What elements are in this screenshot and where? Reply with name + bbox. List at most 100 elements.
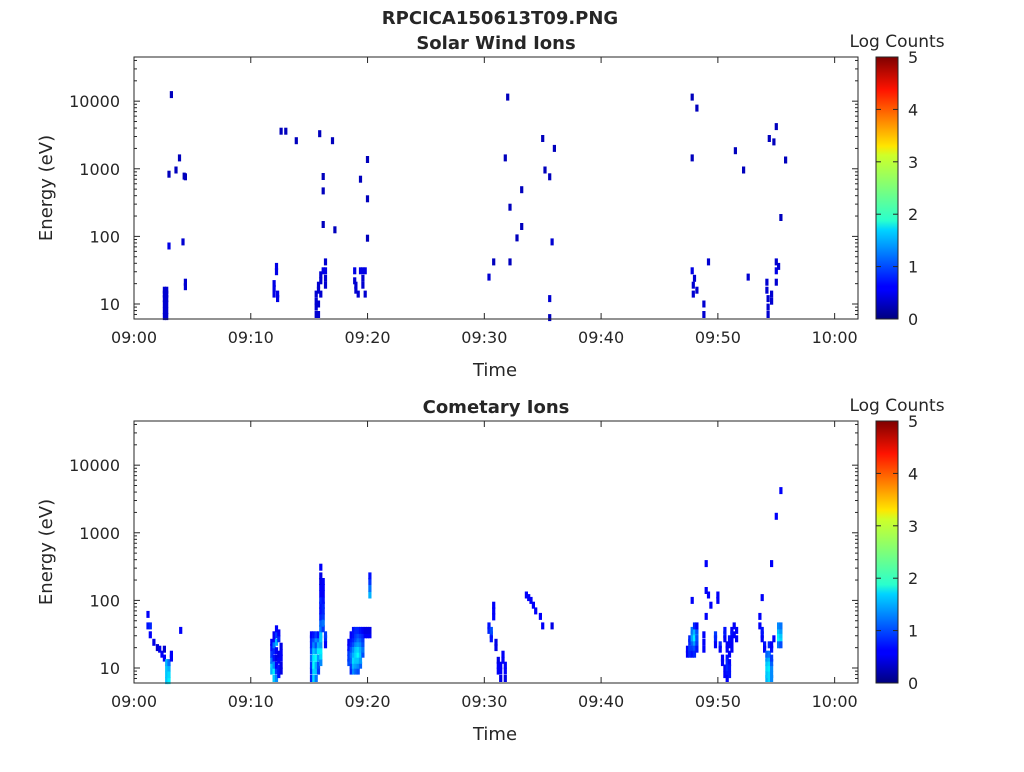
panel2-data-cell bbox=[277, 650, 281, 658]
panel2-data-cell bbox=[165, 677, 169, 685]
panel1-data-cell bbox=[314, 290, 318, 298]
panel2-data-cell bbox=[354, 631, 358, 639]
panel1-data-cell bbox=[162, 290, 166, 298]
panel1-data-cell bbox=[319, 290, 323, 298]
panel2-data-cell bbox=[716, 591, 720, 599]
panel2-data-cell bbox=[270, 661, 274, 669]
panel2-data-cell bbox=[321, 625, 325, 633]
panel2-data-cell bbox=[316, 647, 321, 655]
panel2-data-cell bbox=[270, 638, 274, 646]
panel1-data-cell bbox=[690, 93, 694, 101]
panel2-data-cell bbox=[685, 645, 690, 653]
panel2-data-cell bbox=[770, 664, 774, 672]
panel1-data-cell bbox=[548, 314, 552, 322]
panel2-data-cell bbox=[767, 641, 771, 649]
panel2-data-cell bbox=[730, 635, 734, 643]
panel1-data-cell bbox=[272, 284, 276, 292]
panel1-data-cell bbox=[541, 135, 545, 142]
panel2-data-cell bbox=[162, 645, 166, 653]
panel1-data-cell bbox=[508, 258, 512, 266]
panel2-colorbar-label: Log Counts bbox=[849, 396, 944, 416]
panel2-data-cell bbox=[314, 675, 318, 682]
panel2-data-cell bbox=[356, 640, 360, 647]
panel1-y-axis-label: Energy (eV) bbox=[36, 135, 57, 241]
panel2-data-cell bbox=[692, 641, 697, 649]
panel2-data-cell bbox=[765, 654, 769, 662]
panel2-data-cell bbox=[725, 671, 729, 679]
panel1-y-tick-label: 1000 bbox=[79, 160, 120, 179]
panel2-data-cell bbox=[524, 591, 528, 599]
panel2-data-cell bbox=[361, 631, 365, 639]
panel1-data-cell bbox=[316, 286, 321, 294]
panel2-data-cell bbox=[274, 625, 279, 633]
panel2-data-cell bbox=[316, 631, 321, 639]
panel2-data-cell bbox=[279, 654, 283, 662]
panel2-data-cell bbox=[496, 661, 500, 669]
panel2-data-cell bbox=[723, 635, 727, 643]
panel2-data-cell bbox=[354, 626, 358, 634]
panel1-data-cell bbox=[358, 175, 363, 183]
panel2-data-cell bbox=[309, 635, 314, 643]
panel2-data-cell bbox=[713, 635, 718, 643]
panel2-data-cell bbox=[274, 654, 279, 662]
panel2-data-cell bbox=[279, 667, 283, 675]
panel2-data-cell bbox=[725, 664, 729, 672]
panel1-data-cell bbox=[767, 135, 771, 142]
panel2-data-cell bbox=[702, 638, 706, 646]
panel2-data-cell bbox=[319, 596, 323, 604]
panel2-data-cell bbox=[169, 654, 173, 662]
panel2-data-cell bbox=[725, 659, 729, 667]
panel2-data-cell bbox=[765, 671, 769, 679]
panel1-colorbar-tick-label: 4 bbox=[908, 100, 918, 119]
panel2-data-cell bbox=[316, 661, 321, 669]
panel2-data-cell bbox=[358, 631, 363, 639]
panel2-data-cell bbox=[316, 641, 321, 649]
panel1-x-tick-label: 09:40 bbox=[578, 328, 624, 347]
panel2-data-cell bbox=[770, 654, 774, 662]
panel2-data-cell bbox=[312, 635, 316, 643]
panel2-title: Cometary Ions bbox=[423, 397, 570, 418]
panel2-chart: 09:00 09:10 09:20 09:30 09:40 09:50 10:0010100… bbox=[36, 396, 945, 745]
panel2-data-cell bbox=[319, 590, 323, 598]
panel2-data-cell bbox=[351, 656, 356, 664]
panel2-data-cell bbox=[494, 638, 498, 646]
panel2-data-cell bbox=[309, 667, 314, 675]
panel2-data-cell bbox=[309, 675, 314, 682]
panel2-data-cell bbox=[503, 661, 507, 669]
panel2-data-cell bbox=[690, 645, 694, 653]
panel2-data-cell bbox=[713, 631, 718, 639]
panel1-chart: 09:00 09:10 09:20 09:30 09:40 09:50 10:0010100… bbox=[36, 32, 945, 381]
panel2-data-cell bbox=[351, 661, 356, 669]
panel1-data-cells bbox=[162, 91, 788, 322]
panel2-data-cell bbox=[155, 644, 159, 652]
panel2-data-cell bbox=[321, 619, 325, 627]
panel1-data-cell bbox=[169, 91, 173, 99]
panel2-data-cells bbox=[146, 487, 783, 685]
panel2-data-cell bbox=[351, 635, 356, 643]
panel2-data-cell bbox=[758, 612, 762, 620]
panel1-data-cell bbox=[520, 223, 524, 230]
panel2-data-cell bbox=[688, 635, 692, 643]
panel2-data-cell bbox=[356, 656, 360, 664]
panel2-data-cell bbox=[146, 622, 150, 630]
panel2-data-cell bbox=[727, 641, 732, 649]
panel1-data-cell bbox=[318, 130, 322, 138]
panel1-data-cell bbox=[276, 290, 280, 298]
panel1-colorbar-label: Log Counts bbox=[849, 32, 944, 52]
panel2-data-cell bbox=[692, 622, 697, 630]
panel2-data-cell bbox=[272, 661, 276, 669]
panel2-data-cell bbox=[312, 675, 316, 682]
panel2-data-cell bbox=[323, 631, 328, 639]
panel2-data-cell bbox=[702, 631, 706, 639]
panel2-data-cell bbox=[272, 654, 276, 662]
panel1-x-tick-label: 09:10 bbox=[228, 328, 274, 347]
panel2-data-cell bbox=[349, 667, 353, 675]
panel2-data-cell bbox=[692, 631, 697, 639]
panel2-data-cell bbox=[760, 594, 764, 602]
panel1-data-cell bbox=[356, 290, 360, 298]
panel2-data-cell bbox=[309, 661, 314, 669]
panel2-data-cell bbox=[772, 635, 776, 643]
panel1-data-cell bbox=[543, 166, 547, 174]
panel2-data-cell bbox=[356, 650, 360, 658]
panel1-data-cell bbox=[167, 242, 171, 250]
